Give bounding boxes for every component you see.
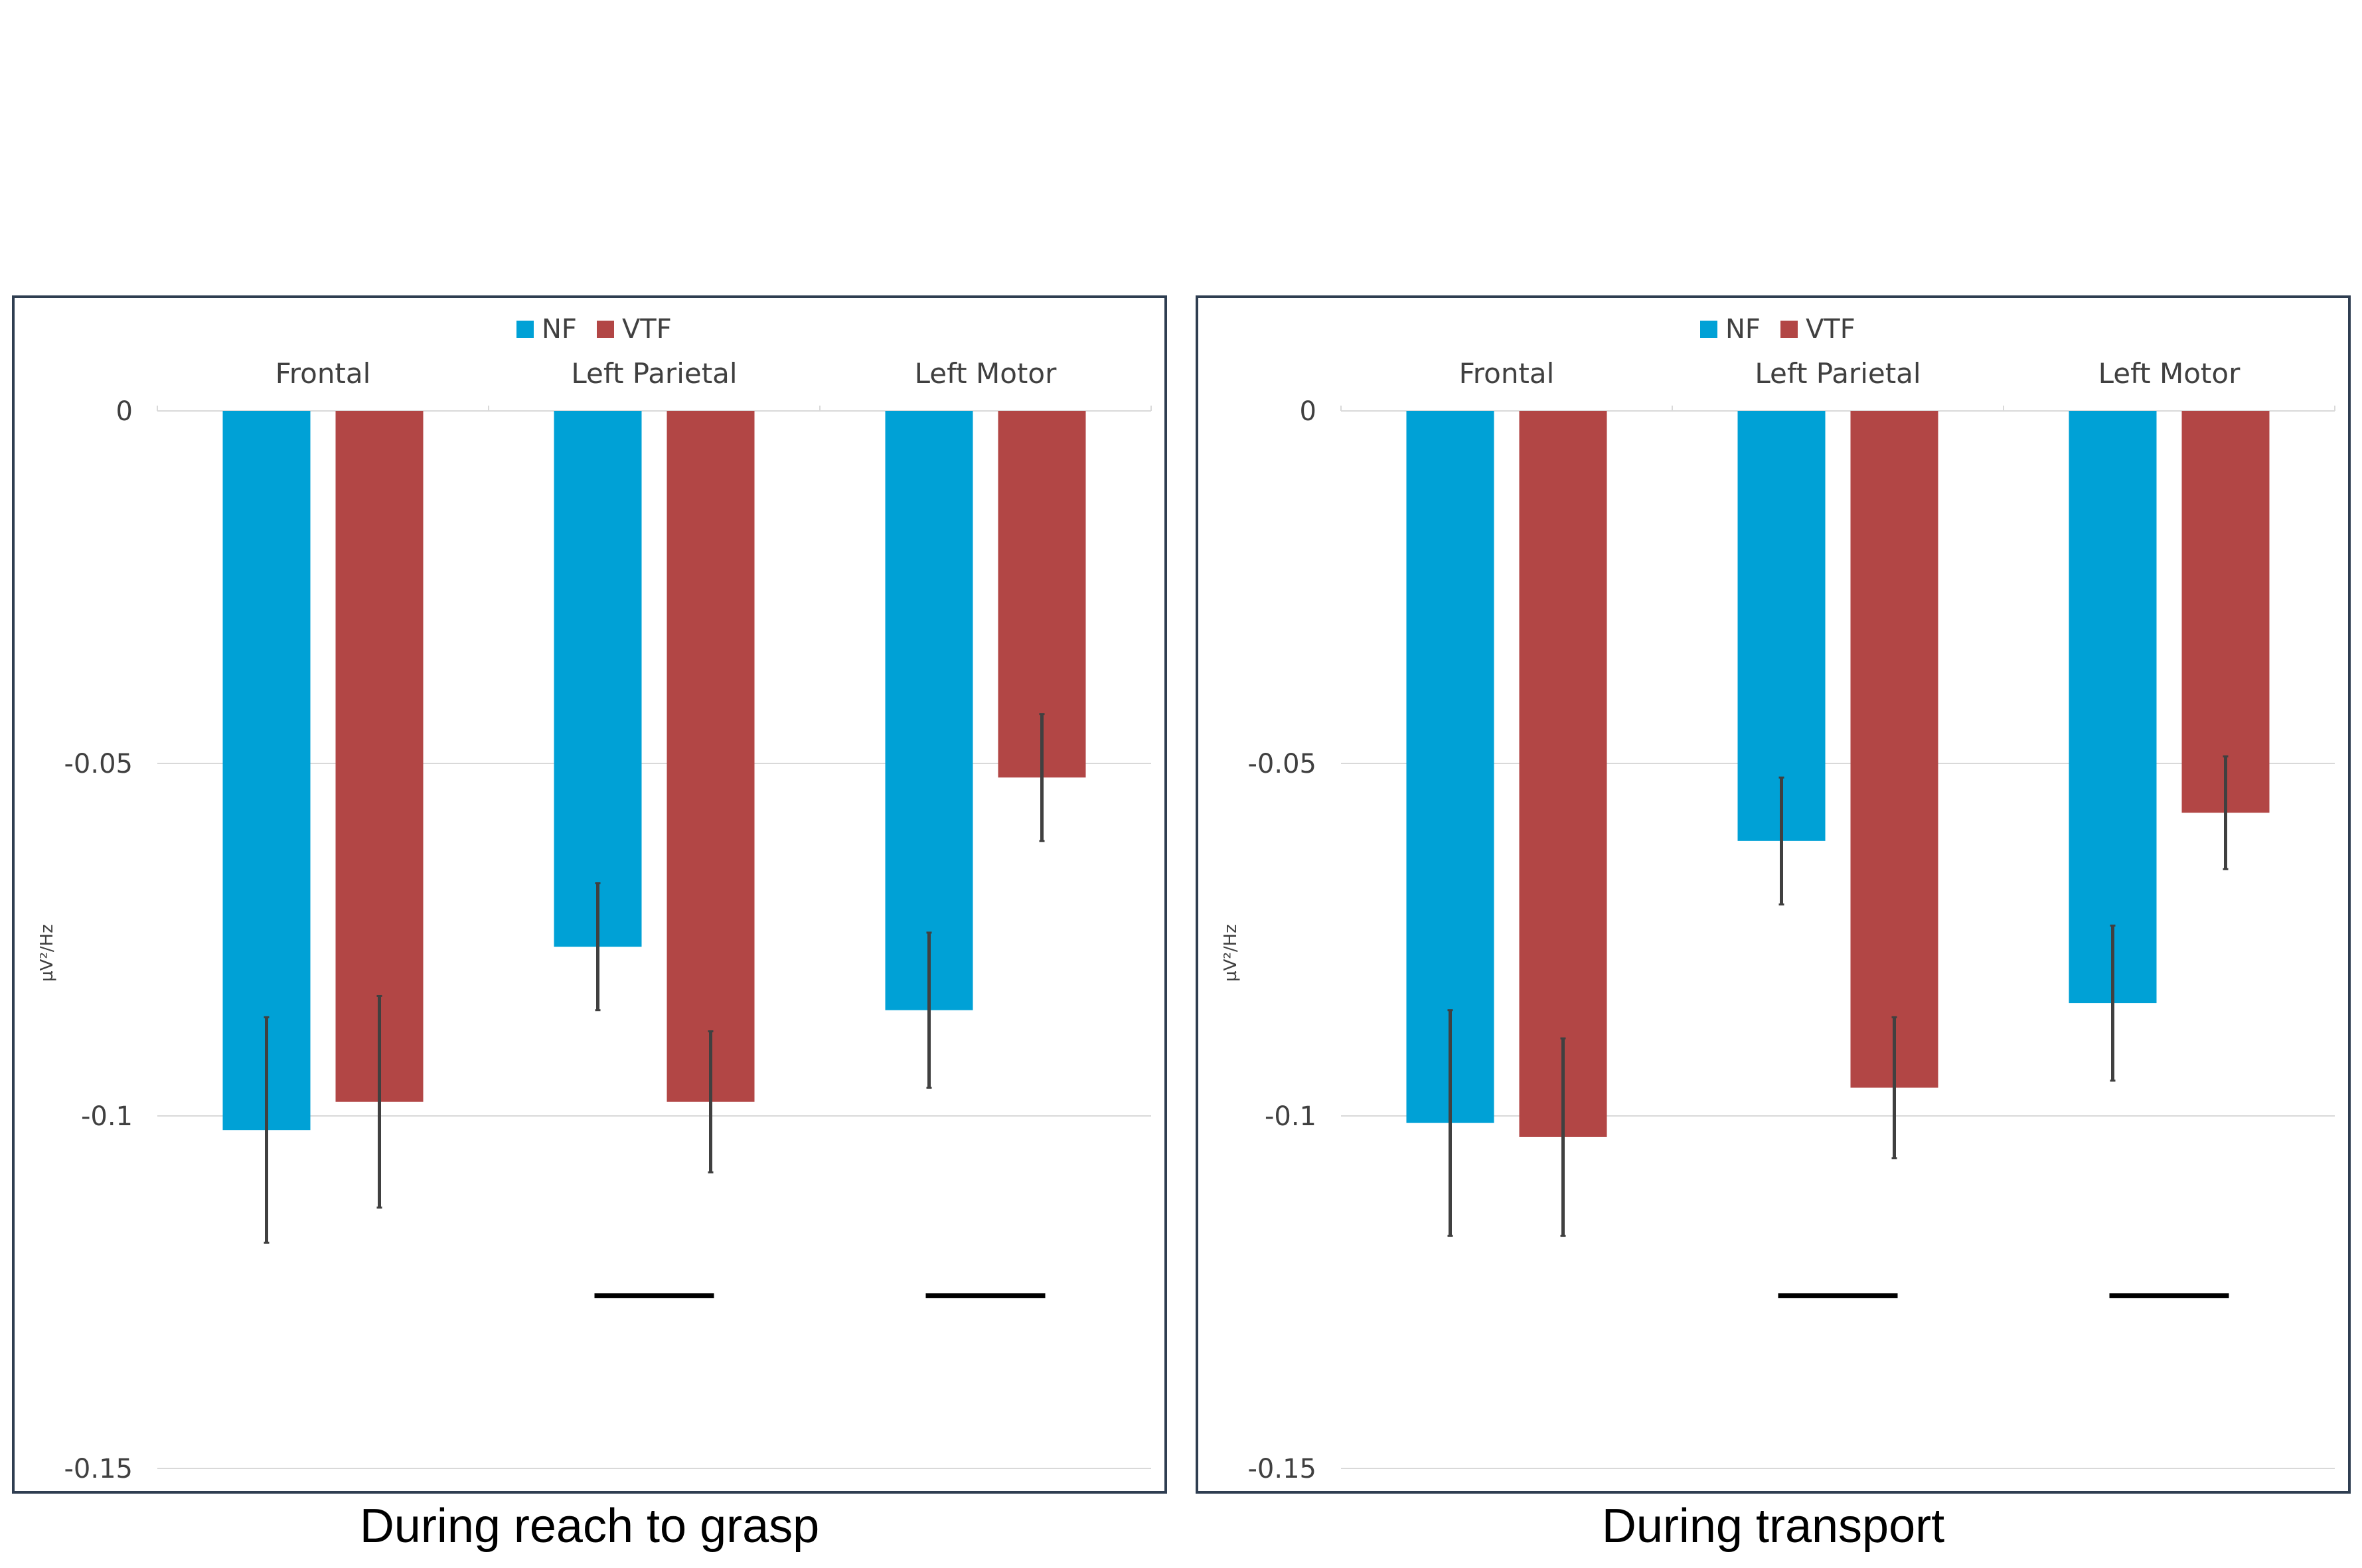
y-axis-label: µV²/Hz [1221,924,1241,982]
chart-svg: 0 -0.05 -0.1 -0.15 µV²/Hz Frontal Left Parieta… [1221,357,2335,1484]
x-category-label: Left Motor [2098,357,2241,390]
bar-nf-left-parietal [554,411,642,947]
legend-swatch-vtf [1780,321,1798,338]
y-tick-label: -0.05 [64,749,133,779]
x-category-label: Left Parietal [1755,357,1921,390]
bar-nf-left-motor [2069,411,2157,1004]
legend-swatch-vtf [596,321,614,338]
y-tick-label: -0.1 [1265,1101,1316,1132]
legend-item-nf: NF [516,314,577,345]
y-tick-label: -0.05 [1248,749,1317,779]
bar-vtf-left-motor [2181,411,2270,813]
y-tick-label: 0 [116,396,133,427]
chart-caption: During transport [1601,1500,1945,1553]
y-tick-label: -0.15 [1248,1454,1317,1484]
bar-vtf-frontal [1519,411,1607,1137]
legend-item-vtf: VTF [1780,314,1855,345]
chart-panel-reach-to-grasp: NF VTF 0 -0.05 -0.1 -0.15 µV²/Hz Frontal Left … [12,295,1167,1494]
chart-legend: NF VTF [516,314,692,345]
legend-label-nf: NF [542,314,577,345]
legend-label-vtf: VTF [621,314,672,345]
y-axis-label: µV²/Hz [37,924,57,982]
chart-svg: 0 -0.05 -0.1 -0.15 µV²/Hz Frontal Left Parieta… [37,357,1152,1484]
legend-label-nf: NF [1725,314,1761,345]
bar-nf-left-motor [885,411,973,1010]
legend-item-vtf: VTF [596,314,672,345]
bar-vtf-left-parietal [1850,411,1938,1088]
bar-nf-frontal [1406,411,1494,1123]
chart-panel-transport: NF VTF 0 -0.05 -0.1 -0.15 µV²/Hz Frontal Left … [1196,295,2351,1494]
bar-nf-frontal [222,411,311,1131]
y-tick-label: -0.15 [64,1454,133,1484]
x-category-label: Left Motor [915,357,1057,390]
bar-vtf-left-parietal [667,411,755,1102]
legend-item-nf: NF [1700,314,1761,345]
x-category-label: Frontal [276,357,371,390]
x-category-label: Frontal [1459,357,1555,390]
chart-legend: NF VTF [1700,314,1875,345]
x-category-label: Left Parietal [571,357,737,390]
bar-nf-left-parietal [1737,411,1826,841]
y-tick-label: 0 [1300,396,1316,427]
bar-vtf-frontal [335,411,424,1102]
y-tick-label: -0.1 [81,1101,133,1132]
legend-label-vtf: VTF [1805,314,1855,345]
legend-swatch-nf [1700,321,1717,338]
legend-swatch-nf [516,321,534,338]
chart-caption: During reach to grasp [359,1500,820,1553]
